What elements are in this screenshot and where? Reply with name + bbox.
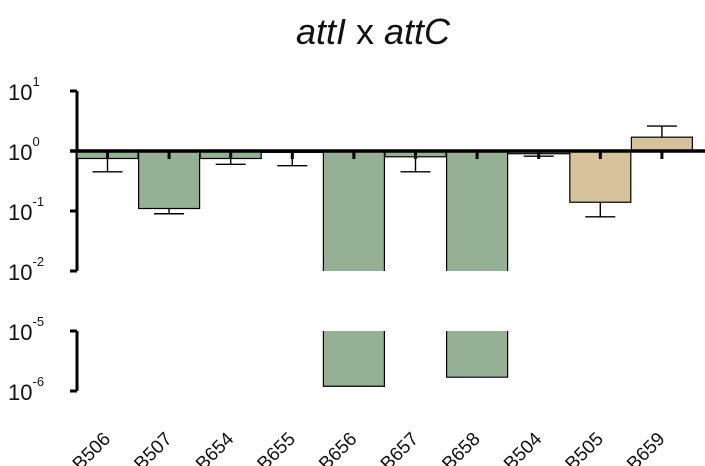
y-tick-label-exp: -1 [32, 194, 44, 209]
y-tick-label: 10-2 [8, 254, 44, 285]
y-tick-label-exp: 1 [32, 74, 39, 89]
category-label: B656 [315, 429, 361, 466]
y-tick-label: 10-5 [8, 314, 44, 345]
bar-lower-outline [446, 331, 509, 378]
y-tick-label-base: 10 [8, 260, 32, 285]
y-tick-label-base: 10 [8, 80, 32, 105]
y-tick-label-base: 10 [8, 380, 32, 405]
bar [138, 150, 201, 210]
baseline-layer [70, 149, 705, 159]
bars [76, 125, 694, 387]
y-tick-label: 10-1 [8, 194, 44, 225]
category-label: B505 [562, 429, 608, 466]
category-label: B507 [130, 429, 176, 466]
chart-title-part-a: attI [296, 11, 346, 52]
y-tick-label-exp: -6 [32, 374, 44, 389]
y-tick-label: 10-6 [8, 374, 44, 405]
y-tick-label-base: 10 [8, 320, 32, 345]
bar-lower-part [323, 331, 385, 387]
chart-title-part-c: attC [384, 11, 451, 52]
y-tick-label-base: 10 [8, 140, 32, 165]
bar-lower-part [446, 331, 508, 378]
y-tick-label-base: 10 [8, 200, 32, 225]
bar-upper-part [446, 151, 508, 271]
category-label: B504 [500, 428, 547, 466]
category-label: B654 [192, 428, 239, 466]
bar-upper-part [323, 151, 385, 271]
category-label: B657 [377, 429, 423, 466]
chart-title-part-b: x [346, 11, 384, 52]
category-label: B506 [69, 429, 115, 466]
category-label: B659 [623, 429, 669, 466]
y-tick-label: 101 [8, 74, 40, 105]
category-label: B658 [438, 429, 484, 466]
category-labels: B506 B507 B654 B655 B656 B657 B658 B504 B505 B659 [69, 428, 670, 466]
bar [630, 136, 694, 152]
y-tick-label-exp: -2 [32, 254, 44, 269]
bar-lower-outline [322, 331, 385, 387]
y-tick-label-exp: -5 [32, 314, 44, 329]
y-tick-label-exp: 0 [32, 134, 39, 149]
chart-title: attI x attC [296, 11, 451, 52]
category-label: B655 [254, 429, 300, 466]
y-tick-label: 100 [8, 134, 40, 165]
